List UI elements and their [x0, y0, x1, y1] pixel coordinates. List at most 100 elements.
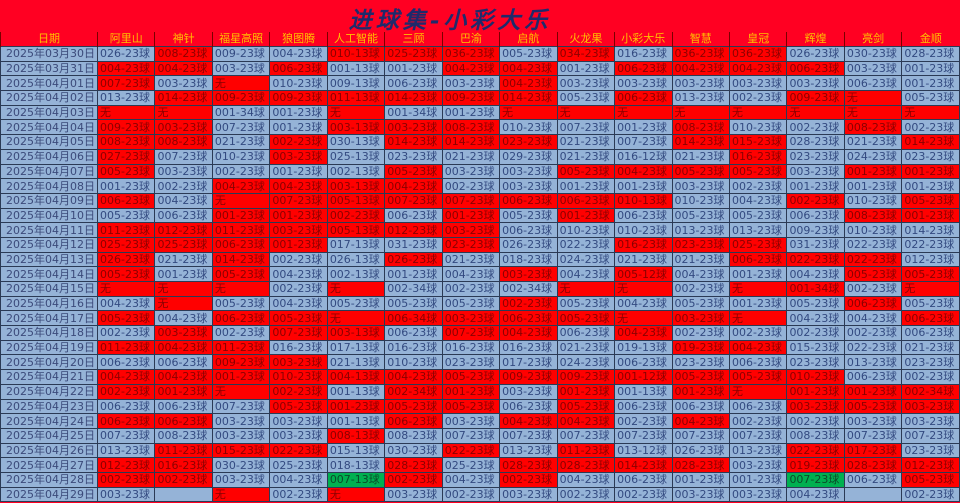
result-cell[interactable]: 006-23球 [786, 207, 845, 224]
result-cell[interactable]: 003-23球 [843, 60, 903, 77]
result-cell[interactable]: 008-23球 [154, 46, 213, 62]
result-cell[interactable]: 006-23球 [269, 60, 328, 77]
result-cell[interactable]: 006-23球 [96, 413, 156, 429]
result-cell[interactable]: 006-23球 [211, 310, 271, 327]
result-cell[interactable]: 004-23球 [441, 266, 501, 282]
result-cell[interactable]: 001-23球 [901, 75, 960, 92]
result-cell[interactable]: 002-23球 [843, 325, 903, 341]
result-cell[interactable]: 004-23球 [499, 413, 558, 429]
result-cell[interactable]: 005-23球 [556, 295, 616, 312]
date-cell[interactable]: 2025年04月15日 [0, 281, 98, 297]
result-cell[interactable]: 001-34球 [211, 104, 271, 121]
result-cell[interactable]: 009-23球 [211, 46, 271, 62]
result-cell[interactable]: 013-23球 [96, 442, 156, 459]
result-cell[interactable]: 023-23球 [901, 442, 960, 459]
result-cell[interactable]: 014-23球 [384, 90, 443, 106]
result-cell[interactable]: 无 [556, 104, 616, 121]
result-cell[interactable]: 002-23球 [728, 90, 788, 106]
result-cell[interactable]: 022-23球 [441, 442, 501, 459]
result-cell[interactable]: 016-23球 [499, 339, 558, 356]
result-cell[interactable]: 010-23球 [499, 119, 558, 136]
result-cell[interactable]: 005-23球 [96, 163, 156, 180]
result-cell[interactable]: 009-23球 [499, 369, 558, 385]
result-cell[interactable]: 004-23球 [728, 192, 788, 209]
result-cell[interactable]: 022-23球 [843, 339, 903, 356]
result-cell[interactable]: 无 [843, 90, 903, 106]
date-cell[interactable]: 2025年04月17日 [0, 310, 98, 327]
date-cell[interactable]: 2025年04月23日 [0, 398, 98, 415]
result-cell[interactable]: 无 [843, 104, 903, 121]
result-cell[interactable]: 006-23球 [499, 222, 558, 238]
result-cell[interactable]: 004-23球 [269, 471, 328, 488]
result-cell[interactable]: 003-23球 [728, 457, 788, 473]
date-cell[interactable]: 2025年04月27日 [0, 457, 98, 473]
result-cell[interactable]: 030-13球 [326, 134, 386, 150]
result-cell[interactable]: 036-23球 [441, 46, 501, 62]
result-cell[interactable]: 001-23球 [671, 383, 730, 400]
result-cell[interactable]: 005-23球 [728, 207, 788, 224]
result-cell[interactable]: 004-23球 [96, 369, 156, 385]
result-cell[interactable]: 007-23球 [211, 398, 271, 415]
result-cell[interactable]: 004-23球 [384, 369, 443, 385]
result-cell[interactable]: 004-23球 [96, 60, 156, 77]
result-cell[interactable]: 001-23球 [728, 295, 788, 312]
result-cell[interactable]: 007-23球 [384, 192, 443, 209]
result-cell[interactable]: 018-13球 [326, 457, 386, 473]
result-cell[interactable]: 004-23球 [671, 266, 730, 282]
result-cell[interactable]: 014-23球 [384, 134, 443, 150]
result-cell[interactable]: 022-23球 [269, 442, 328, 459]
result-cell[interactable]: 无 [728, 383, 788, 400]
result-cell[interactable]: 007-23球 [614, 134, 673, 150]
result-cell[interactable]: 008-23球 [786, 427, 845, 444]
result-cell[interactable]: 002-23球 [728, 325, 788, 341]
result-cell[interactable]: 002-23球 [499, 471, 558, 488]
result-cell[interactable]: 014-23球 [441, 134, 501, 150]
date-cell[interactable]: 2025年04月29日 [0, 486, 98, 503]
result-cell[interactable]: 003-23球 [384, 119, 443, 136]
date-cell[interactable]: 2025年04月05日 [0, 134, 98, 150]
result-cell[interactable]: 005-12球 [614, 266, 673, 282]
result-cell[interactable]: 001-23球 [556, 60, 616, 77]
result-cell[interactable]: 006-23球 [901, 325, 960, 341]
result-cell[interactable]: 006-23球 [211, 236, 271, 253]
result-cell[interactable]: 011-23球 [96, 222, 156, 238]
result-cell[interactable]: 006-23球 [728, 354, 788, 371]
result-cell[interactable] [154, 486, 213, 503]
result-cell[interactable]: 003-23球 [671, 178, 730, 194]
result-cell[interactable]: 007-23球 [671, 427, 730, 444]
result-cell[interactable]: 019-23球 [786, 457, 845, 473]
result-cell[interactable]: 025-23球 [96, 236, 156, 253]
result-cell[interactable]: 001-34球 [384, 104, 443, 121]
result-cell[interactable]: 002-23球 [786, 192, 845, 209]
result-cell[interactable]: 028-23球 [499, 457, 558, 473]
result-cell[interactable]: 002-34球 [499, 281, 558, 297]
result-cell[interactable]: 028-23球 [786, 134, 845, 150]
result-cell[interactable]: 005-23球 [384, 163, 443, 180]
result-cell[interactable]: 011-23球 [211, 222, 271, 238]
result-cell[interactable]: 002-23球 [901, 486, 960, 503]
result-cell[interactable]: 022-23球 [556, 236, 616, 253]
result-cell[interactable]: 010-23球 [843, 192, 903, 209]
date-cell[interactable]: 2025年04月09日 [0, 192, 98, 209]
result-cell[interactable]: 022-23球 [786, 251, 845, 268]
result-cell[interactable]: 028-23球 [671, 457, 730, 473]
result-cell[interactable]: 无 [211, 75, 271, 92]
result-cell[interactable]: 006-23球 [786, 60, 845, 77]
result-cell[interactable]: 003-23球 [211, 413, 271, 429]
result-cell[interactable]: 004-23球 [269, 178, 328, 194]
result-cell[interactable]: 022-23球 [843, 236, 903, 253]
result-cell[interactable]: 017-23球 [843, 442, 903, 459]
date-cell[interactable]: 2025年04月20日 [0, 354, 98, 371]
result-cell[interactable]: 008-23球 [154, 134, 213, 150]
result-cell[interactable]: 002-23球 [269, 281, 328, 297]
result-cell[interactable]: 023-23球 [786, 354, 845, 371]
result-cell[interactable]: 004-23球 [499, 325, 558, 341]
date-cell[interactable]: 2025年04月11日 [0, 222, 98, 238]
result-cell[interactable]: 002-23球 [154, 178, 213, 194]
result-cell[interactable]: 021-23球 [556, 339, 616, 356]
result-cell[interactable]: 001-23球 [901, 207, 960, 224]
date-cell[interactable]: 2025年04月08日 [0, 178, 98, 194]
result-cell[interactable]: 004-13球 [326, 369, 386, 385]
result-cell[interactable]: 001-13球 [326, 60, 386, 77]
result-cell[interactable]: 023-23球 [671, 236, 730, 253]
